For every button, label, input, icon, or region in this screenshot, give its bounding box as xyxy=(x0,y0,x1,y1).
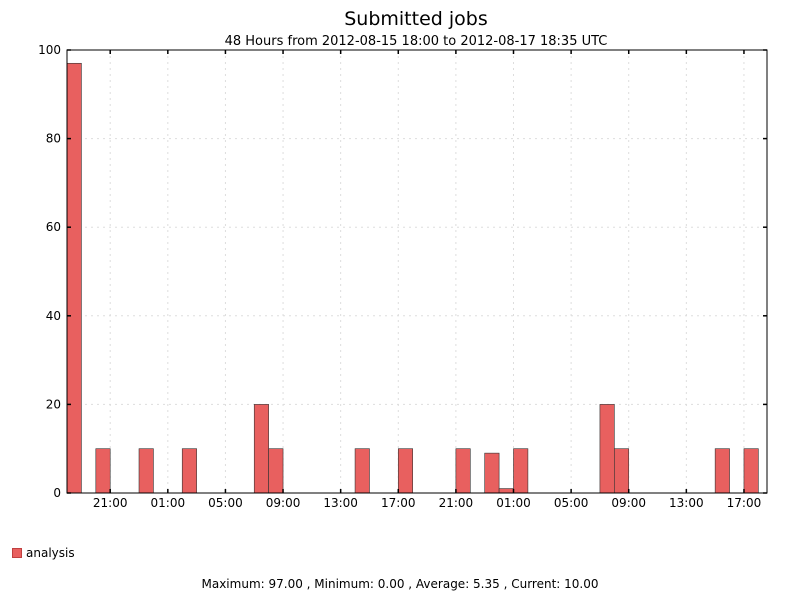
bar-chart: 0 20 40 60 80 100 21:00 01:00 05:00 09:00 13:00 17:… xyxy=(38,43,768,510)
y-tick-label: 20 xyxy=(46,397,61,411)
x-tick-label: 13:00 xyxy=(669,496,704,510)
x-tick-label: 09:00 xyxy=(266,496,301,510)
bar xyxy=(181,448,197,494)
y-tick-label: 0 xyxy=(53,486,61,500)
bar xyxy=(743,448,759,494)
bar xyxy=(66,62,82,494)
y-tick-label: 40 xyxy=(46,309,61,323)
x-tick-label: 17:00 xyxy=(727,496,762,510)
chart-subtitle: 48 Hours from 2012-08-15 18:00 to 2012-0… xyxy=(224,34,608,49)
bar xyxy=(354,448,370,494)
axes xyxy=(66,49,768,494)
bar xyxy=(513,448,529,494)
legend-swatch xyxy=(12,548,22,558)
bars xyxy=(66,62,759,494)
x-tick-label: 01:00 xyxy=(496,496,531,510)
bar xyxy=(138,448,154,494)
bar xyxy=(599,404,615,494)
bar xyxy=(397,448,413,494)
bar xyxy=(484,452,500,494)
bar xyxy=(268,448,284,494)
x-tick-label: 13:00 xyxy=(323,496,358,510)
grid xyxy=(67,50,767,493)
y-tick-label: 60 xyxy=(46,220,61,234)
x-tick-label: 05:00 xyxy=(208,496,243,510)
bar xyxy=(95,448,111,494)
bar xyxy=(714,448,730,494)
x-tick-label: 01:00 xyxy=(151,496,186,510)
x-tick-label: 21:00 xyxy=(93,496,128,510)
bar xyxy=(455,448,471,494)
y-tick-label: 100 xyxy=(38,43,61,57)
bar xyxy=(253,404,269,494)
y-tick-label: 80 xyxy=(46,132,61,146)
x-tick-label: 17:00 xyxy=(381,496,416,510)
bar xyxy=(614,448,630,494)
tick-labels: 0 20 40 60 80 100 21:00 01:00 05:00 09:00 13:00 17:… xyxy=(38,43,761,510)
plot-frame xyxy=(66,49,768,494)
bar xyxy=(498,488,514,494)
legend: analysis xyxy=(12,546,75,560)
legend-label: analysis xyxy=(26,546,75,560)
chart-title: Submitted jobs xyxy=(344,8,488,30)
x-tick-label: 21:00 xyxy=(439,496,474,510)
stats-summary: Maximum: 97.00 , Minimum: 0.00 , Average… xyxy=(201,577,599,591)
x-tick-label: 09:00 xyxy=(611,496,646,510)
x-tick-label: 05:00 xyxy=(554,496,589,510)
